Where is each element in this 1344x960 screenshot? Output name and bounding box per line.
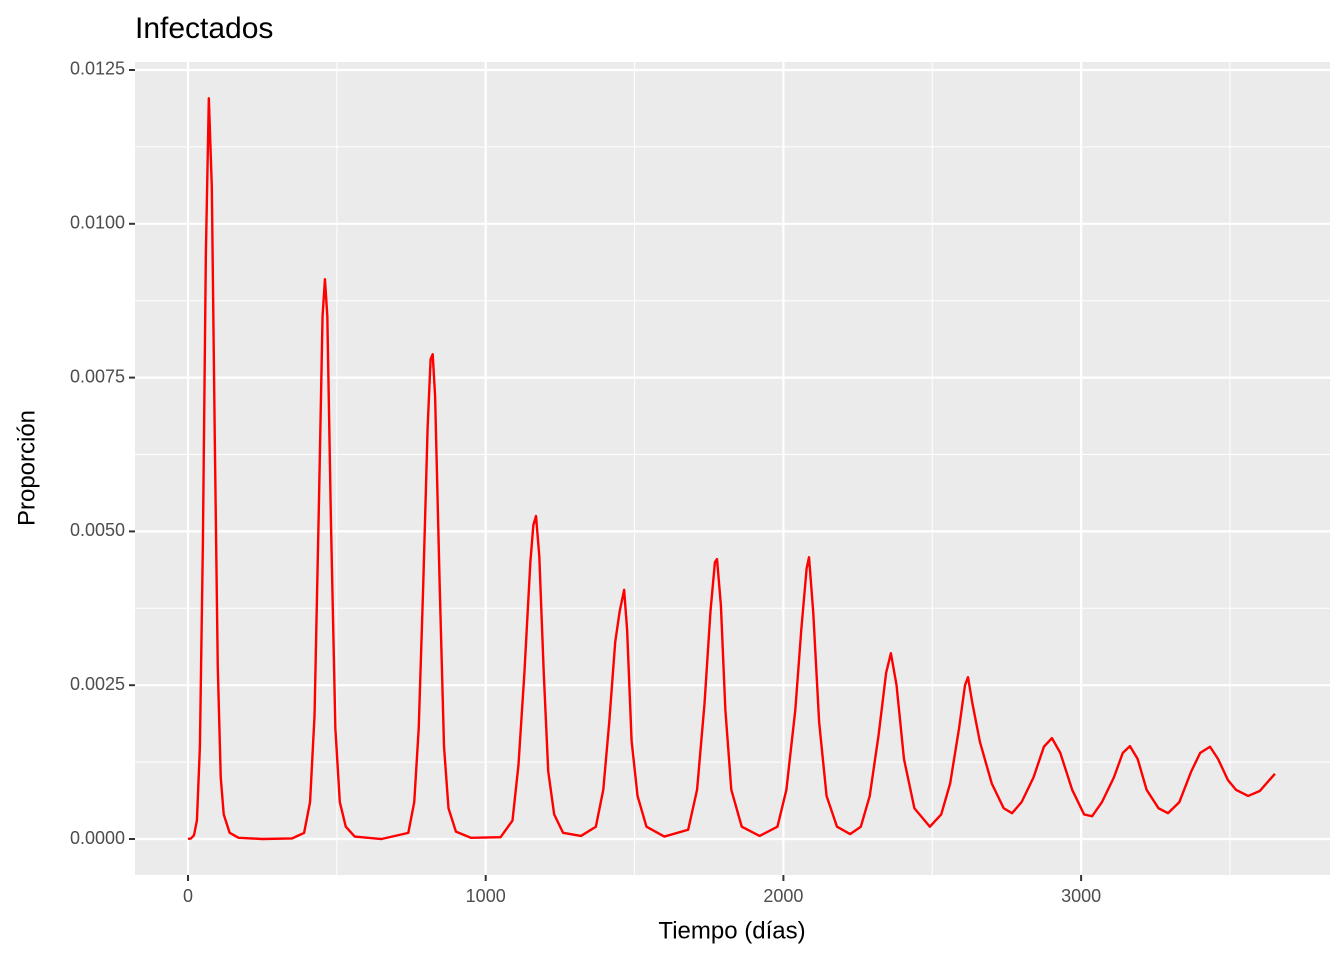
y-tick-label: 0.0025: [70, 674, 125, 694]
data-line: [187, 97, 1276, 841]
x-tick-label: 0: [183, 886, 193, 906]
y-tick-label: 0.0075: [70, 366, 125, 386]
y-tick-label: 0.0050: [70, 520, 125, 540]
y-tick-label: 0.0100: [70, 213, 125, 233]
chart-title: Infectados: [135, 12, 273, 45]
x-tick-label: 1000: [466, 886, 506, 906]
y-axis-title: Proporción: [13, 410, 40, 526]
y-tick-label: 0.0125: [70, 59, 125, 79]
panel: [135, 62, 1330, 875]
y-tick-label: 0.0000: [70, 828, 125, 848]
x-axis-title: Tiempo (días): [658, 917, 805, 944]
x-tick-label: 3000: [1061, 886, 1101, 906]
x-tick-label: 2000: [763, 886, 803, 906]
